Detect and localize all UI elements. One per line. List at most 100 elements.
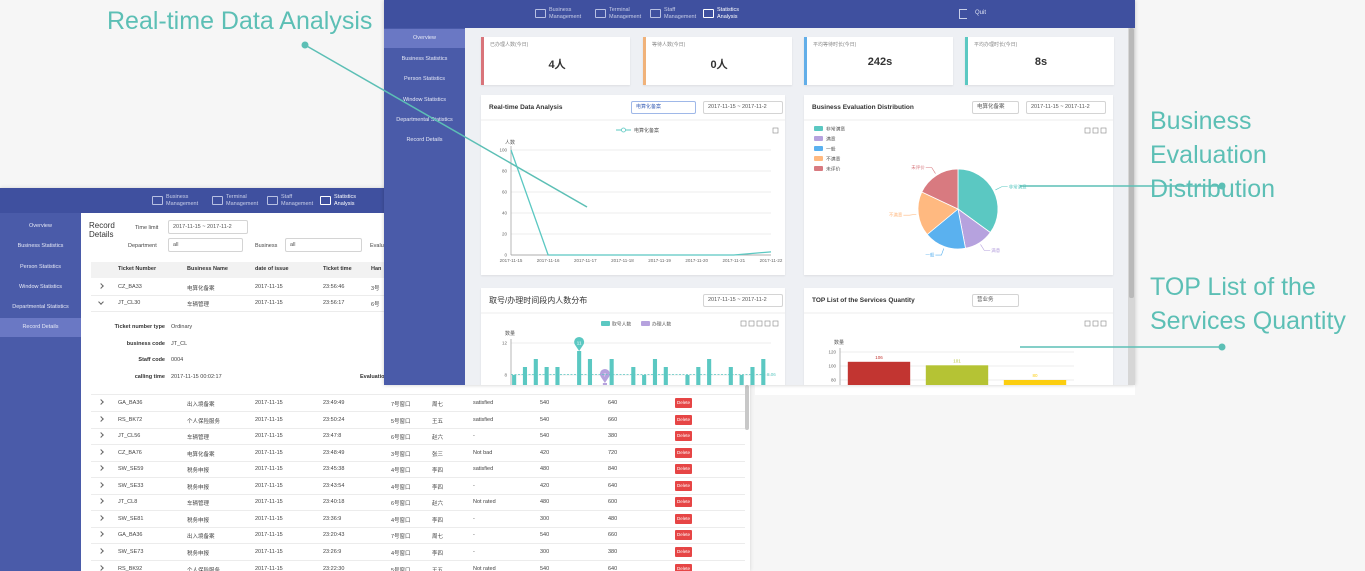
chevron[interactable] (98, 498, 104, 505)
kpi-label: 平均等待时长(今日) (813, 42, 857, 48)
nav-item[interactable]: Statistics Analysis (717, 7, 740, 20)
date-input[interactable]: 2017-11-15 ~ 2017-11-2 (703, 101, 783, 114)
nav-item[interactable]: Terminal Management (226, 193, 259, 207)
nav-icon[interactable] (703, 9, 714, 18)
delete-button[interactable]: Delete (675, 398, 692, 408)
nav-icon[interactable] (152, 195, 163, 205)
cell: 480 (608, 515, 618, 522)
delete-button[interactable]: Delete (675, 480, 692, 491)
cell: 李四 (432, 517, 444, 524)
cell: 640 (608, 482, 618, 489)
cell: 李四 (432, 550, 444, 557)
select[interactable]: 电算化备案 (972, 101, 1019, 114)
sidebar-item[interactable]: Business Statistics (17, 243, 64, 249)
row-divider (91, 460, 745, 462)
delete-button[interactable]: Delete (675, 497, 692, 508)
delete-button[interactable]: Delete (675, 464, 692, 475)
chevron[interactable] (98, 448, 104, 455)
bar (631, 367, 636, 385)
select[interactable]: all (168, 238, 243, 252)
chevron[interactable] (98, 564, 104, 571)
sidebar-item[interactable]: Overview (29, 223, 52, 229)
cell: - (473, 515, 475, 522)
quit-icon[interactable] (959, 9, 967, 19)
delete-button[interactable]: Delete (675, 530, 692, 541)
cell: 2017-11-15 (255, 548, 283, 555)
y-tick-label: 100 (828, 364, 836, 369)
nav-item[interactable]: Terminal Management (609, 7, 642, 20)
nav-item[interactable]: Staff Management (281, 193, 314, 207)
select[interactable]: all (285, 238, 362, 252)
nav-item[interactable]: Staff Management (664, 7, 697, 20)
cell: 6号 (371, 302, 380, 308)
pie-slice (917, 191, 959, 236)
column-header: Business Name (187, 266, 228, 272)
cell: 7号窗口 (391, 534, 411, 541)
cell: GA_BA36 (118, 532, 143, 539)
cell: 6号窗口 (391, 501, 411, 508)
delete-button[interactable]: Delete (675, 513, 692, 524)
delete-button[interactable]: Delete (675, 563, 692, 571)
chevron[interactable] (98, 465, 104, 472)
delete-button[interactable]: Delete (675, 431, 692, 442)
sidebar-item[interactable]: Overview (413, 35, 436, 41)
bar (512, 375, 517, 385)
sidebar-item[interactable]: Business Statistics (401, 56, 448, 62)
bar (728, 367, 733, 385)
callout-toplist: TOP List of the Services Quantity (1150, 273, 1346, 335)
nav-item[interactable]: Business Management (549, 7, 582, 20)
delete-button[interactable]: Delete (675, 414, 692, 425)
chevron[interactable] (98, 283, 104, 289)
chevron[interactable] (98, 299, 104, 305)
chevron[interactable] (98, 415, 104, 422)
chevron[interactable] (98, 432, 104, 438)
legend-swatch (601, 321, 610, 326)
sidebar-item[interactable]: Person Statistics (20, 264, 61, 270)
detail-value: 2017-11-15 00:02:17 (171, 374, 222, 381)
delete-button[interactable]: Delete (675, 546, 692, 557)
cell: 王五 (432, 418, 444, 425)
nav-item[interactable]: Statistics Analysis (334, 193, 357, 207)
sidebar-item[interactable]: Record Details (22, 324, 59, 330)
cell: 周七 (432, 402, 444, 408)
nav-item[interactable]: Business Management (166, 193, 199, 207)
cell: 2017-11-15 (255, 300, 283, 306)
sidebar-item[interactable]: Departmental Statistics (396, 117, 453, 123)
slice-label: 非常满意 (1009, 183, 1027, 190)
nav-icon[interactable] (535, 9, 546, 18)
value-label: 106 (875, 355, 883, 360)
select[interactable]: 营业务 (972, 294, 1019, 307)
delete-button[interactable]: Delete (675, 447, 692, 458)
cell: 2017-11-15 (255, 565, 283, 571)
nav-icon[interactable] (212, 195, 223, 205)
column-header: Ticket Number (118, 266, 157, 272)
cell: GA_BA36 (118, 400, 143, 406)
date-input[interactable]: 2017-11-15 ~ 2017-11-2 (703, 294, 783, 307)
quit[interactable]: Quit (975, 10, 987, 16)
nav-icon[interactable] (320, 195, 331, 205)
filter-chip[interactable]: 电算化备案 (631, 101, 696, 114)
chevron[interactable] (98, 548, 104, 554)
nav-icon[interactable] (267, 195, 278, 205)
value-label: 80 (1032, 373, 1038, 378)
panel-edge (755, 385, 1135, 395)
sidebar-item[interactable]: Window Statistics (18, 284, 63, 290)
chevron[interactable] (98, 531, 104, 538)
sidebar-item[interactable]: Person Statistics (404, 76, 445, 82)
chevron[interactable] (98, 399, 104, 405)
y-axis-label: 数量 (505, 330, 515, 337)
nav-icon[interactable] (595, 9, 606, 18)
date-input[interactable]: 2017-11-15 ~ 2017-11-2 (1026, 101, 1106, 114)
nav-icon[interactable] (650, 9, 661, 18)
sidebar-item[interactable]: Departmental Statistics (12, 304, 69, 310)
date-input[interactable]: 2017-11-15 ~ 2017-11-2 (168, 220, 248, 234)
x-tick-label: 2017-11-20 (685, 258, 708, 263)
chevron[interactable] (98, 515, 104, 521)
sidebar-item[interactable]: Record Details (406, 137, 443, 143)
bar (739, 375, 744, 385)
sidebar-item[interactable]: Window Statistics (402, 97, 447, 103)
cell: 2017-11-15 (255, 449, 283, 456)
chevron[interactable] (98, 481, 104, 488)
pin-label: 11 (577, 341, 582, 346)
